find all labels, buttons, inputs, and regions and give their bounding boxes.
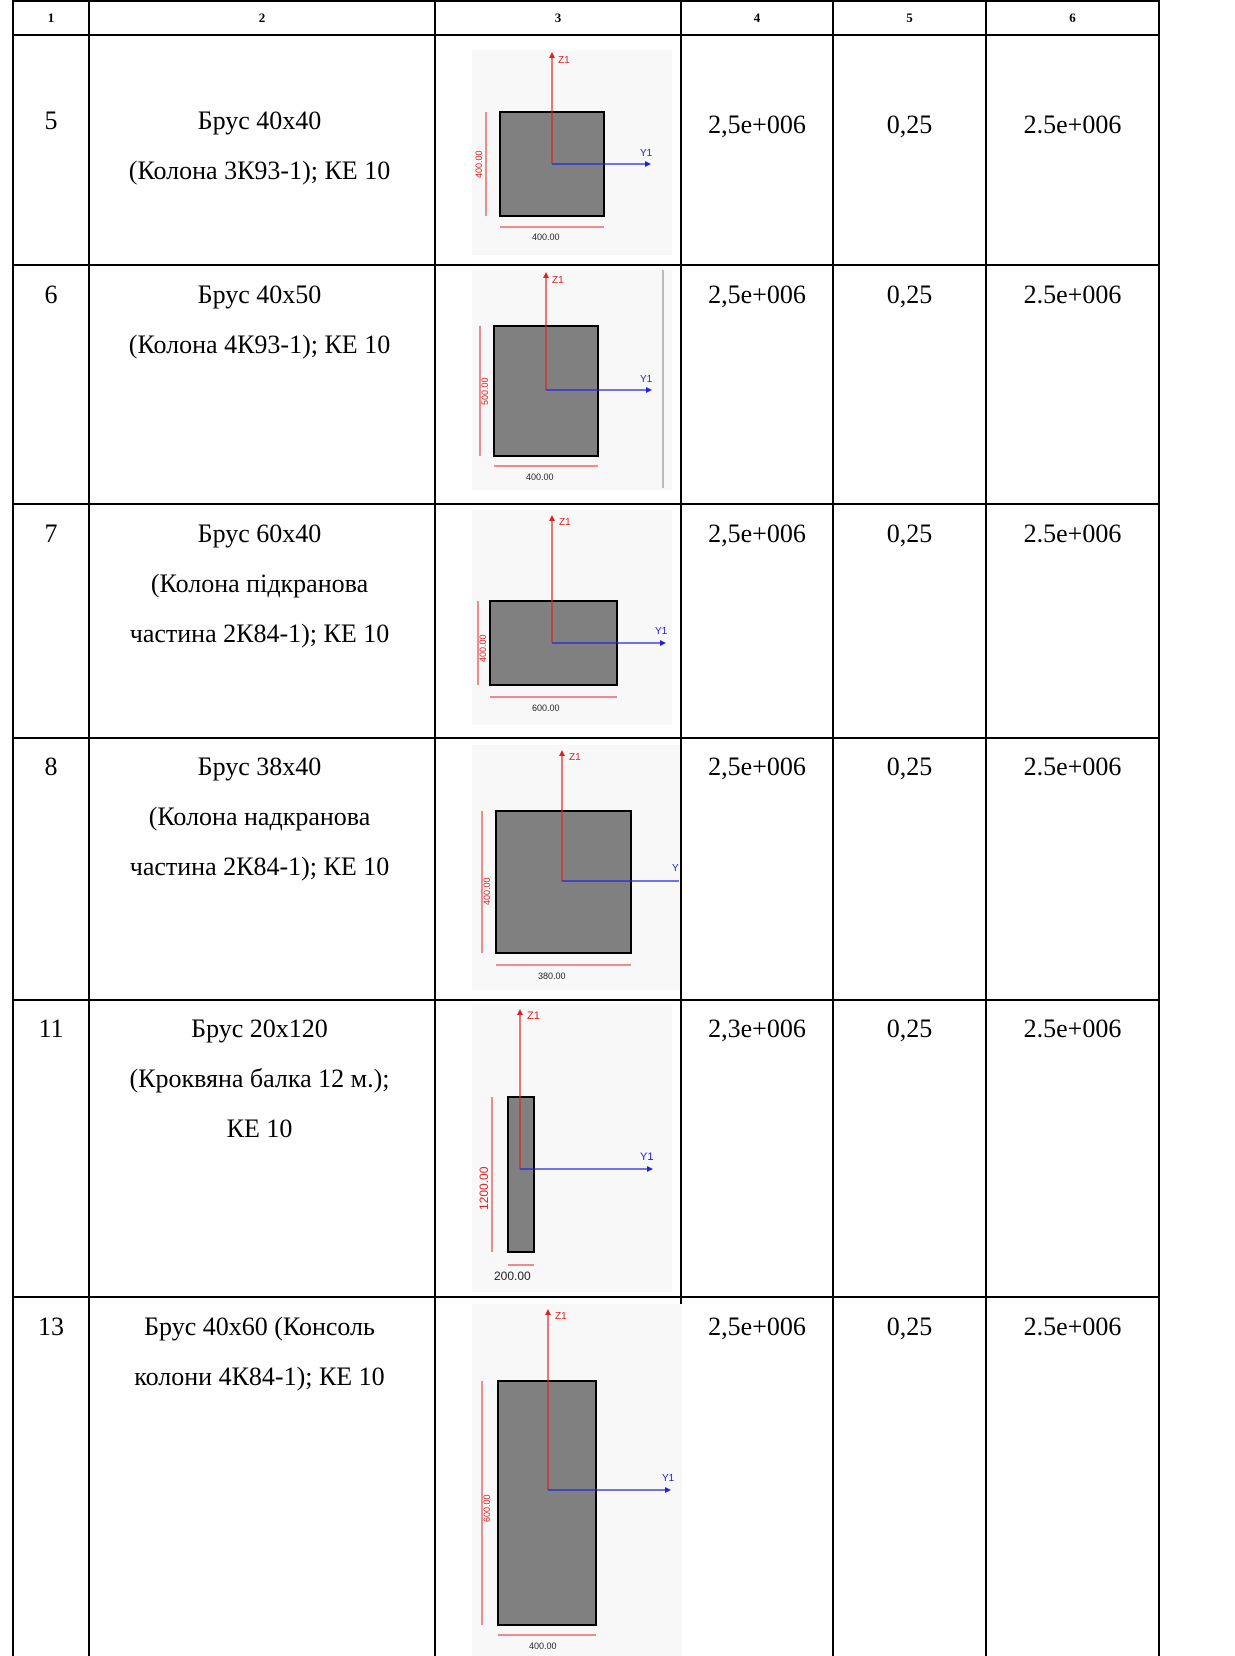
y-axis-label: Y1 (640, 374, 653, 385)
grid-line-v4 (832, 0, 834, 1656)
name-line: (Колона 4К93-1); КЕ 10 (128, 330, 391, 359)
col6-value: 2.5e+006 (1023, 519, 1122, 548)
grid-line-h4 (12, 737, 1160, 739)
name-line: (Колона надкранова (148, 802, 371, 831)
section-diagram: Z1 Y1 1200.00 200.00 (472, 1004, 672, 1292)
y-axis-label: Y1 (655, 626, 668, 637)
grid-line-v2 (434, 0, 436, 1656)
height-label: 1200.00 (477, 1166, 491, 1210)
grid-line-v5 (985, 0, 987, 1656)
grid-line-h6 (12, 1296, 1160, 1298)
name-line: КЕ 10 (226, 1114, 293, 1143)
height-label: 600.00 (482, 1494, 492, 1522)
width-label: 600.00 (532, 703, 560, 713)
row-name: Брус 20х120 (Кроквяна балка 12 м.); КЕ 1… (92, 1004, 427, 1154)
section-rect (507, 1096, 535, 1253)
name-line: Брус 40х40 (197, 106, 322, 135)
col5-value: 0,25 (886, 1312, 933, 1341)
name-line: частина 2К84-1); КЕ 10 (129, 619, 390, 648)
name-line: (Колона підкранова (150, 569, 369, 598)
row-number: 6 (44, 280, 58, 309)
section-diagram: Z1 Y1 400.00 400.00 (472, 50, 672, 255)
grid-line-v1 (88, 0, 90, 1656)
grid-line-h3 (12, 503, 1160, 505)
section-diagram: Z1 Y1 400.00 600.00 (472, 510, 672, 725)
row-number: 11 (38, 1014, 64, 1043)
col4-value: 2,5e+006 (708, 280, 806, 309)
y-axis-label: Y1 (662, 1473, 675, 1484)
row-name: Брус 60х40 (Колона підкранова частина 2К… (92, 509, 427, 659)
col5-value: 0,25 (886, 110, 933, 139)
col4-value: 2,5e+006 (708, 519, 806, 548)
z-axis-label: Z1 (559, 517, 571, 528)
row-name: Брус 38х40 (Колона надкранова частина 2К… (92, 742, 427, 892)
col6-value: 2.5e+006 (1023, 1014, 1122, 1043)
row-name: Брус 40х60 (Консоль колони 4К84-1); КЕ 1… (92, 1302, 427, 1402)
grid-line-h0 (12, 0, 1160, 2)
col5-value: 0,25 (886, 519, 933, 548)
z-axis-label: Z1 (558, 55, 570, 66)
col4-value: 2,3e+006 (708, 1014, 806, 1043)
name-line: (Колона 3К93-1); КЕ 10 (128, 156, 391, 185)
row-name: Брус 40х40 (Колона 3К93-1); КЕ 10 (92, 96, 427, 196)
z-axis-label: Z1 (555, 1311, 567, 1322)
name-line: частина 2К84-1); КЕ 10 (129, 852, 390, 881)
grid-line-v0 (12, 0, 14, 1656)
col5-value: 0,25 (886, 752, 933, 781)
name-line: Брус 40х60 (Консоль (144, 1312, 375, 1341)
height-label: 400.00 (478, 634, 488, 662)
row-name: Брус 40х50 (Колона 4К93-1); КЕ 10 (92, 270, 427, 370)
header-col-1: 1 (47, 9, 55, 25)
name-line: Брус 20х120 (191, 1014, 328, 1043)
header-col-2: 2 (258, 9, 266, 25)
grid-line-v6 (1158, 0, 1160, 1656)
height-label: 500.00 (480, 377, 490, 405)
col4-value: 2,5e+006 (708, 752, 806, 781)
z-axis-label: Z1 (527, 1010, 540, 1022)
y-axis-label: Y1 (640, 148, 653, 159)
header-col-4: 4 (753, 9, 761, 25)
col6-value: 2.5e+006 (1023, 1312, 1122, 1341)
row-number: 13 (38, 1312, 64, 1341)
name-line: (Кроквяна балка 12 м.); (129, 1064, 390, 1093)
section-diagram: Z1 Y 400.00 380.00 (472, 745, 680, 990)
name-line: Брус 60х40 (197, 519, 322, 548)
grid-line-h5 (12, 999, 1160, 1001)
col6-value: 2.5e+006 (1023, 280, 1122, 309)
width-label: 400.00 (526, 472, 554, 482)
grid-line-h2 (12, 264, 1160, 266)
col4-value: 2,5e+006 (708, 1312, 806, 1341)
z-axis-label: Z1 (552, 275, 564, 286)
width-label: 400.00 (529, 1641, 557, 1651)
section-diagram: Z1 Y1 500.00 400.00 (472, 270, 672, 490)
name-line: Брус 40х50 (197, 280, 322, 309)
row-number: 8 (44, 752, 58, 781)
z-axis-label: Z1 (569, 752, 581, 763)
grid-line-h1 (12, 34, 1160, 36)
row-number: 5 (44, 106, 58, 135)
col6-value: 2.5e+006 (1023, 752, 1122, 781)
header-col-5: 5 (906, 9, 913, 25)
grid-line-v3 (680, 0, 682, 1656)
header-col-3: 3 (554, 9, 562, 25)
col4-value: 2,5e+006 (708, 110, 806, 139)
name-line: Брус 38х40 (197, 752, 322, 781)
section-diagram: Z1 Y1 600.00 400.00 (472, 1304, 682, 1656)
y-axis-label: Y1 (640, 1151, 653, 1163)
col5-value: 0,25 (886, 280, 933, 309)
width-label: 200.00 (494, 1269, 531, 1283)
name-line: колони 4К84-1); КЕ 10 (134, 1362, 385, 1391)
row-number: 7 (44, 519, 58, 548)
y-axis-label: Y (672, 863, 679, 874)
width-label: 400.00 (532, 232, 560, 242)
height-label: 400.00 (474, 150, 484, 178)
header-col-6: 6 (1069, 9, 1076, 25)
width-label: 380.00 (538, 971, 566, 981)
col5-value: 0,25 (886, 1014, 933, 1043)
section-rect (495, 810, 632, 954)
col6-value: 2.5e+006 (1023, 110, 1122, 139)
height-label: 400.00 (482, 877, 492, 905)
section-rect (497, 1380, 597, 1626)
